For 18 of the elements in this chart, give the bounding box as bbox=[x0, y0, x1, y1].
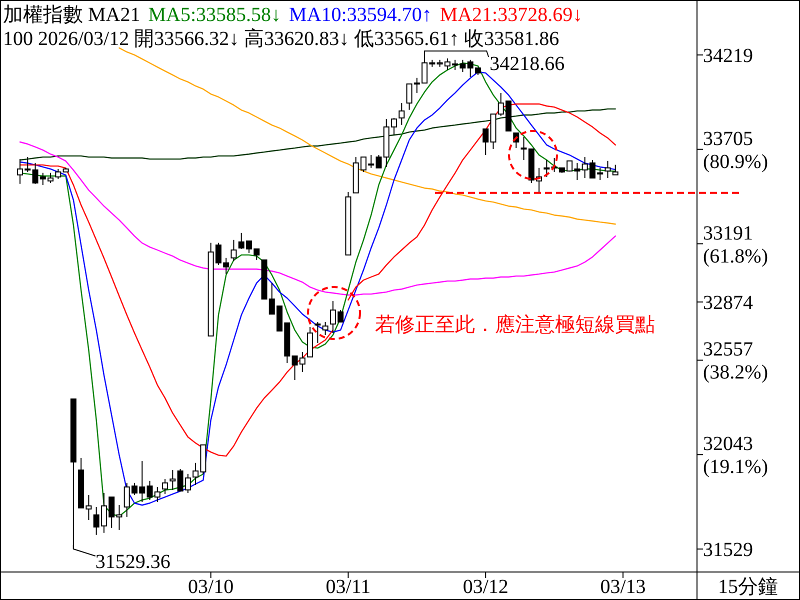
annotation: 若修正至此．應注意極短線買點 bbox=[375, 314, 655, 336]
annotation: 31529.36 bbox=[95, 550, 170, 573]
header: 加權指數 MA21 MA5:33585.58↓ MA10:33594.70↑ MA21:33728.69↓ 100 2026/03/12 開33566.32↓ 高33620.83↓ 低33565.61↑ 收33581.86 bbox=[3, 4, 583, 50]
y-tick-label: 32874 bbox=[703, 292, 753, 314]
x-axis-title: 15分鐘 bbox=[718, 576, 778, 598]
annotation: 34218.66 bbox=[490, 52, 565, 75]
y-tick-label: 34219 bbox=[703, 44, 753, 67]
y-tick-label: 31529 bbox=[703, 539, 753, 562]
leader-high: 34218.66 bbox=[424, 50, 565, 75]
x-tick-label: 03/10 bbox=[188, 576, 234, 598]
x-tick-label: 03/11 bbox=[326, 576, 371, 598]
y-tick-label: 33705 (80.9%) bbox=[703, 128, 768, 173]
leader-low: 31529.36 bbox=[72, 544, 170, 573]
y-tick-label: 32557 (38.2%) bbox=[703, 338, 768, 384]
x-tick-label: 03/12 bbox=[462, 576, 508, 598]
x-tick-label: 03/13 bbox=[600, 576, 646, 598]
y-tick-label: 32043 (19.1%) bbox=[703, 433, 768, 478]
y-tick-label: 33191 (61.8%) bbox=[703, 222, 768, 268]
